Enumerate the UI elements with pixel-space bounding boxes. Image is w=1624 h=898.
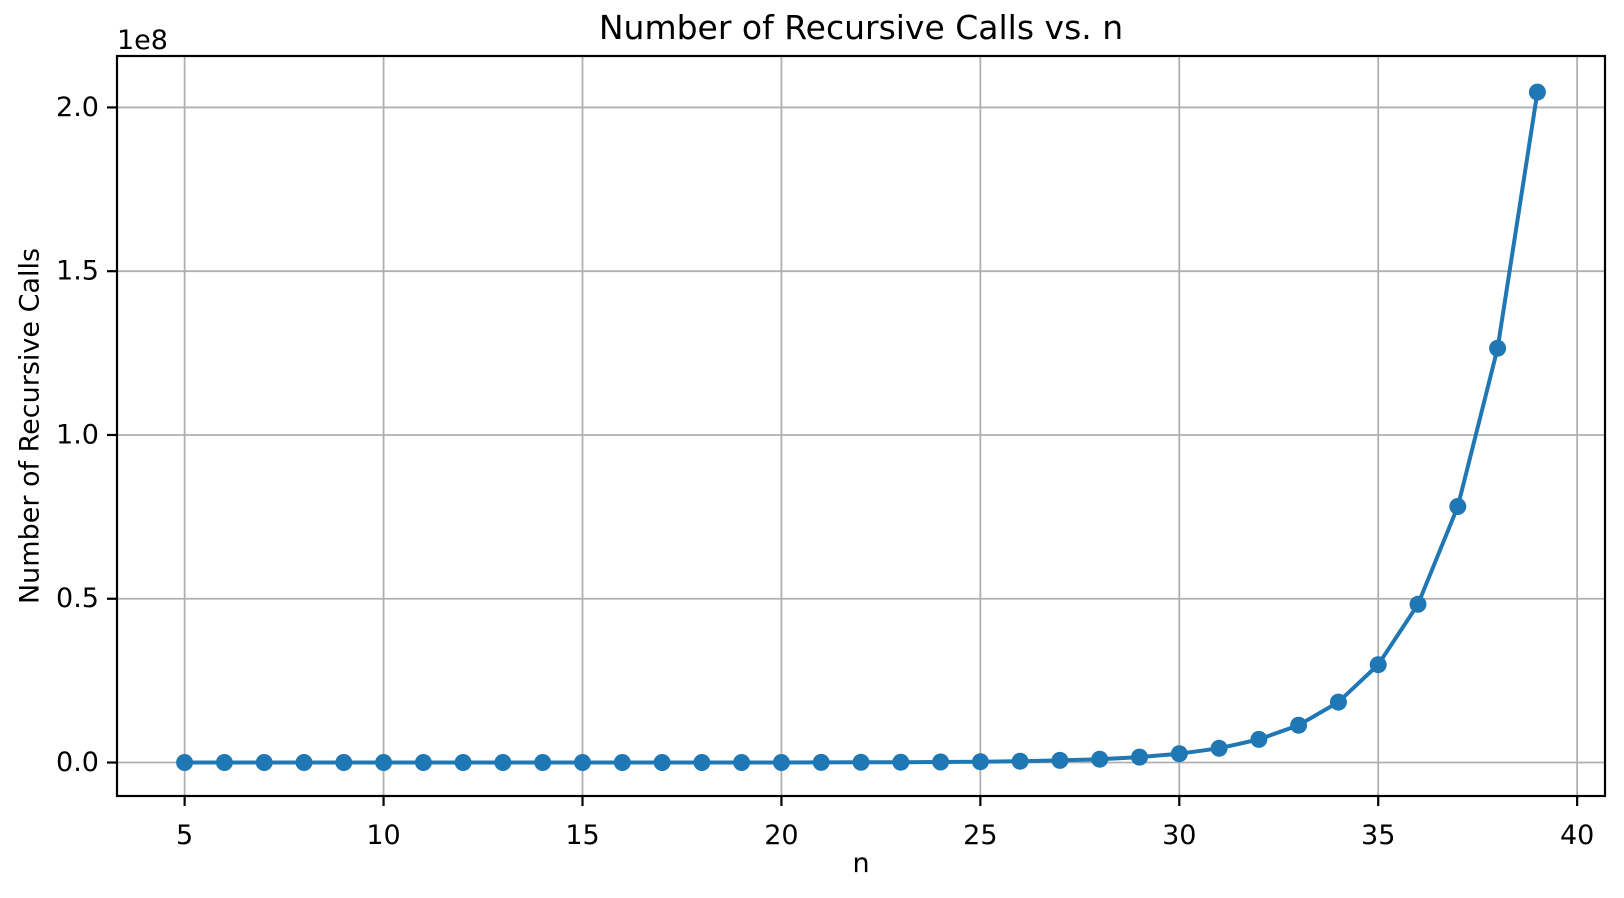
data-point xyxy=(1409,595,1427,613)
data-point xyxy=(335,754,353,771)
y-tick-label: 0.5 xyxy=(56,583,99,614)
data-point xyxy=(1011,752,1029,770)
x-tick-label: 35 xyxy=(1361,820,1395,851)
data-point xyxy=(375,754,393,771)
data-point xyxy=(1449,498,1467,515)
chart-title: Number of Recursive Calls vs. n xyxy=(598,8,1124,47)
x-tick-label: 10 xyxy=(366,820,400,851)
data-point xyxy=(772,754,790,771)
data-point xyxy=(1250,730,1268,748)
data-point xyxy=(892,753,910,771)
data-point xyxy=(971,753,989,771)
x-tick-label: 25 xyxy=(963,820,997,851)
data-point xyxy=(215,754,233,771)
data-point xyxy=(1051,751,1069,769)
data-point xyxy=(454,754,472,771)
data-point xyxy=(255,754,273,771)
data-point xyxy=(932,753,950,771)
data-point xyxy=(1528,83,1546,101)
data-point xyxy=(574,754,591,771)
data-point xyxy=(812,753,830,771)
x-tick-label: 15 xyxy=(565,820,599,851)
y-tick-label: 2.0 xyxy=(56,92,99,123)
data-line xyxy=(182,90,1540,765)
y-tick-label: 0.0 xyxy=(56,747,99,778)
data-point xyxy=(1131,748,1148,766)
x-tick-label: 40 xyxy=(1560,820,1594,851)
data-point xyxy=(693,754,711,771)
data-point xyxy=(176,754,194,771)
data-point xyxy=(1170,745,1188,763)
x-tick-label: 5 xyxy=(176,820,193,851)
plot-border xyxy=(115,54,1607,798)
data-point xyxy=(1489,339,1507,357)
data-point xyxy=(733,754,751,771)
data-point xyxy=(613,754,631,771)
data-point xyxy=(1329,693,1347,711)
data-point xyxy=(1210,739,1228,757)
data-point xyxy=(1290,716,1308,734)
data-point xyxy=(534,754,552,771)
data-point xyxy=(295,754,313,771)
data-point xyxy=(1091,750,1109,768)
y-axis-offset-text: 1e8 xyxy=(117,25,168,56)
y-tick-label: 1.5 xyxy=(56,256,99,287)
x-tick-label: 30 xyxy=(1162,820,1196,851)
data-point xyxy=(1369,656,1387,674)
data-point xyxy=(414,754,432,771)
x-axis-label: n xyxy=(852,848,870,879)
data-point xyxy=(852,753,870,771)
data-point xyxy=(653,754,671,771)
x-tick-label: 20 xyxy=(764,820,798,851)
data-point xyxy=(494,754,512,771)
y-tick-label: 1.0 xyxy=(56,419,99,450)
